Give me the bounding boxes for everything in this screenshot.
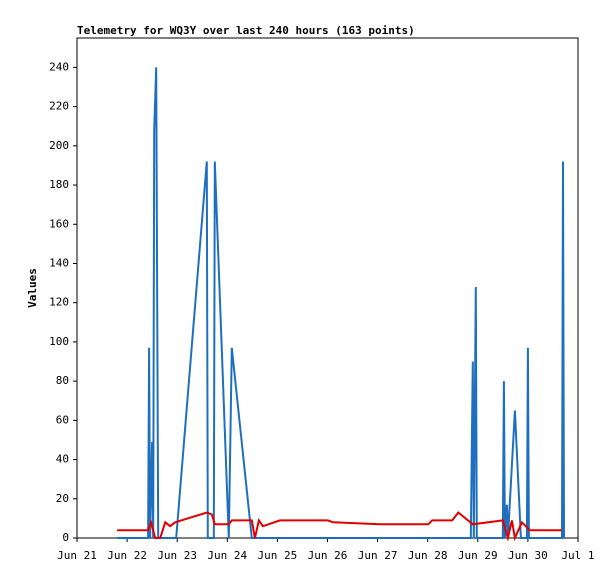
y-tick-label: 40 xyxy=(56,453,69,466)
y-tick-label: 120 xyxy=(49,296,69,309)
x-tick-label: Jun 23 xyxy=(157,549,197,562)
y-tick-label: 180 xyxy=(49,178,69,191)
y-tick-label: 200 xyxy=(49,139,69,152)
x-tick-label: Jun 29 xyxy=(458,549,498,562)
chart-title: Telemetry for WQ3Y over last 240 hours (… xyxy=(77,24,415,37)
y-tick-label: 0 xyxy=(62,531,69,544)
series-line xyxy=(117,511,562,542)
x-tick-label: Jun 21 xyxy=(57,549,97,562)
x-tick-label: Jun 24 xyxy=(207,549,247,562)
y-tick-label: 240 xyxy=(49,60,69,73)
x-tick-label: Jun 26 xyxy=(308,549,348,562)
x-tick-label: Jun 30 xyxy=(508,549,548,562)
x-tick-label: Jun 27 xyxy=(358,549,398,562)
x-tick-label: Jun 22 xyxy=(107,549,147,562)
x-tick-label: Jun 28 xyxy=(408,549,448,562)
x-tick-label: Jun 25 xyxy=(258,549,298,562)
x-tick-label: Jul 1 xyxy=(561,549,594,562)
series-line xyxy=(117,67,565,539)
y-tick-label: 220 xyxy=(49,100,69,113)
y-axis-label: Values xyxy=(26,268,39,308)
y-tick-label: 20 xyxy=(56,492,69,505)
y-tick-label: 140 xyxy=(49,256,69,269)
y-tick-label: 60 xyxy=(56,413,69,426)
y-tick-label: 160 xyxy=(49,217,69,230)
y-tick-label: 100 xyxy=(49,335,69,348)
y-tick-label: 80 xyxy=(56,374,69,387)
